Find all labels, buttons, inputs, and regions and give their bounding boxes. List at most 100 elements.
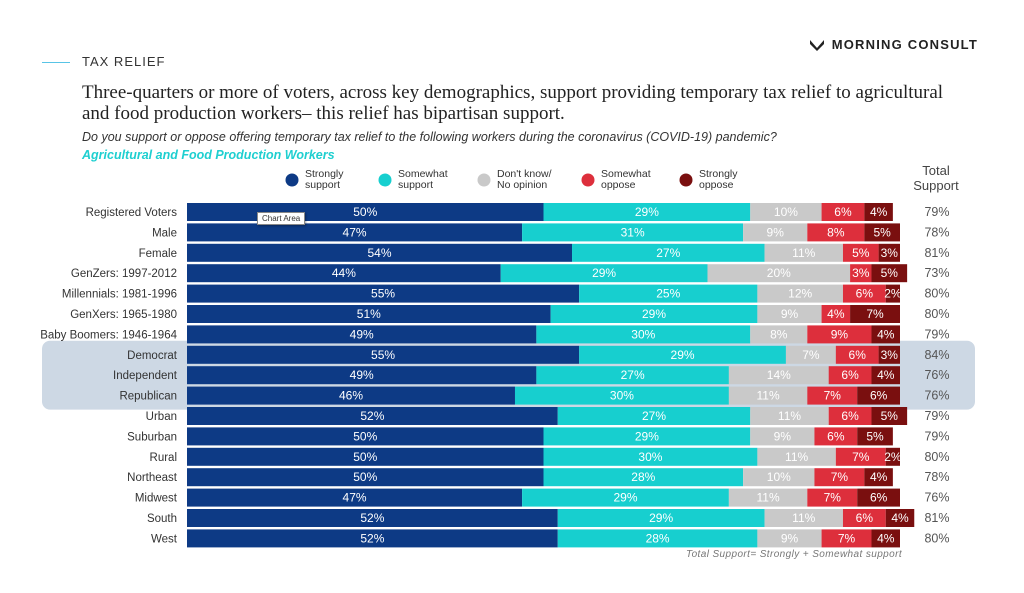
data-label-somewhat-support: 29%: [671, 348, 695, 362]
bar-segment-strongly-support: [187, 223, 523, 242]
total-support-value: 81%: [924, 246, 949, 260]
bar-segment-somewhat-oppose: [807, 223, 865, 242]
category-label: Republican: [119, 391, 177, 403]
bar-segment-strongly-oppose: [878, 345, 900, 364]
data-label-strongly-support: 50%: [353, 205, 377, 219]
data-label-somewhat-oppose: 6%: [849, 348, 867, 362]
bar-segment-strongly-oppose: [850, 305, 900, 323]
bar-segment-don-t-know-no-opinion: [728, 386, 808, 405]
data-label-strongly-support: 50%: [353, 470, 377, 484]
total-support-value: 81%: [924, 511, 949, 525]
data-label-strongly-oppose: 5%: [881, 266, 899, 280]
bar-segment-somewhat-support: [543, 468, 744, 487]
data-label-somewhat-oppose: 7%: [824, 491, 842, 505]
category-label: Female: [139, 248, 177, 260]
legend-swatch: [285, 173, 299, 187]
bar-segment-somewhat-support: [543, 427, 751, 446]
bar-segment-somewhat-support: [557, 509, 765, 527]
bar-segment-somewhat-support: [579, 345, 786, 364]
data-label-don-t-know-no-opinion: 11%: [778, 409, 801, 423]
headline: Three-quarters or more of voters, across…: [82, 82, 944, 124]
bar-row-democrat: Democrat 55% 29% 7% 6% 3% 84%: [127, 345, 950, 364]
bar-segment-don-t-know-no-opinion: [757, 447, 836, 466]
data-label-somewhat-support: 30%: [638, 450, 662, 464]
data-label-somewhat-support: 29%: [592, 266, 616, 280]
data-label-somewhat-support: 29%: [635, 429, 659, 443]
total-support-value: 80%: [924, 287, 949, 301]
data-label-somewhat-support: 30%: [631, 327, 655, 341]
bar-segment-strongly-support: [187, 447, 544, 466]
category-label: Urban: [146, 411, 177, 423]
total-support-value: 80%: [924, 531, 949, 545]
legend-label: Don't know/No opinion: [497, 168, 552, 191]
bar-segment-strongly-oppose: [878, 243, 900, 262]
legend-swatch: [581, 173, 595, 187]
data-label-don-t-know-no-opinion: 9%: [774, 429, 792, 443]
bar-segment-strongly-oppose: [871, 264, 908, 283]
bar-segment-don-t-know-no-opinion: [750, 427, 815, 446]
category-label: GenZers: 1997-2012: [71, 268, 177, 280]
bar-segment-strongly-support: [187, 325, 537, 344]
data-label-somewhat-oppose: 7%: [838, 531, 856, 545]
bar-segment-somewhat-oppose: [828, 407, 872, 425]
data-label-strongly-support: 50%: [353, 429, 377, 443]
legend-item-strongly-support: Strongly support: [285, 168, 344, 191]
bar-segment-somewhat-support: [514, 386, 729, 405]
data-label-somewhat-support: 30%: [610, 389, 634, 403]
data-label-strongly-support: 55%: [371, 287, 395, 301]
data-label-somewhat-oppose: 6%: [827, 429, 845, 443]
data-label-don-t-know-no-opinion: 9%: [781, 531, 799, 545]
bar-row-south: South 52% 29% 11% 6% 4% 81%: [147, 509, 950, 527]
bar-segment-strongly-oppose: [864, 223, 900, 242]
bar-segment-somewhat-oppose: [814, 427, 858, 446]
data-label-strongly-oppose: 6%: [870, 491, 888, 505]
data-label-somewhat-oppose: 7%: [824, 389, 842, 403]
data-label-strongly-oppose: 5%: [874, 225, 892, 239]
bar-segment-somewhat-support: [579, 284, 758, 303]
data-label-strongly-support: 47%: [343, 491, 367, 505]
category-label: Millennials: 1981-1996: [62, 289, 177, 301]
section-rule: [42, 62, 70, 63]
bar-segment-somewhat-oppose: [821, 529, 872, 548]
data-label-strongly-support: 54%: [367, 246, 391, 260]
bar-row-registered-voters: Registered Voters 50% 29% 10% 6% 4% 79%: [86, 203, 950, 221]
total-support-value: 76%: [924, 491, 949, 505]
bar-row-millennials-1981-1996: Millennials: 1981-1996 55% 25% 12% 6% 2% 80%: [62, 284, 950, 303]
bar-row-rural: Rural 50% 30% 11% 7% 2% 80%: [150, 447, 950, 466]
data-label-somewhat-oppose: 6%: [841, 409, 859, 423]
data-label-don-t-know-no-opinion: 9%: [767, 225, 785, 239]
bar-segment-strongly-support: [187, 488, 523, 507]
legend-label: Somewhat oppose: [601, 168, 651, 191]
data-label-somewhat-support: 28%: [631, 470, 655, 484]
data-label-strongly-oppose: 4%: [877, 531, 895, 545]
data-label-somewhat-oppose: 6%: [856, 511, 874, 525]
bar-segment-somewhat-oppose: [814, 468, 865, 487]
bar-segment-don-t-know-no-opinion: [757, 529, 822, 548]
legend-item-don-t-know-no-opinion: Don't know/No opinion: [477, 168, 552, 191]
bar-segment-strongly-support: [187, 345, 580, 364]
subgroup-label: Agricultural and Food Production Workers: [82, 148, 335, 162]
total-support-value: 78%: [924, 225, 949, 239]
bar-segment-strongly-oppose: [885, 447, 900, 466]
legend-swatch: [477, 173, 491, 187]
data-label-strongly-support: 49%: [350, 368, 374, 382]
total-support-value: 79%: [924, 409, 949, 423]
category-label: Baby Boomers: 1946-1964: [40, 329, 177, 341]
section-label: TAX RELIEF: [82, 54, 166, 69]
bar-segment-strongly-oppose: [857, 386, 900, 405]
bar-segment-somewhat-oppose: [828, 366, 872, 385]
bar-row-republican: Republican 46% 30% 11% 7% 6% 76%: [119, 386, 950, 405]
data-label-don-t-know-no-opinion: 20%: [767, 266, 791, 280]
category-label: West: [151, 533, 178, 545]
data-label-don-t-know-no-opinion: 10%: [767, 470, 791, 484]
data-label-somewhat-oppose: 6%: [841, 368, 859, 382]
data-label-don-t-know-no-opinion: 7%: [802, 348, 820, 362]
bar-segment-somewhat-oppose: [850, 264, 872, 283]
bar-segment-strongly-support: [187, 243, 573, 262]
bar-segment-strongly-support: [187, 509, 558, 527]
chart-area-tooltip: Chart Area: [257, 212, 306, 225]
bar-segment-somewhat-support: [557, 407, 751, 425]
bar-segment-don-t-know-no-opinion: [707, 264, 851, 283]
bar-segment-somewhat-support: [522, 488, 729, 507]
legend-swatch: [679, 173, 693, 187]
